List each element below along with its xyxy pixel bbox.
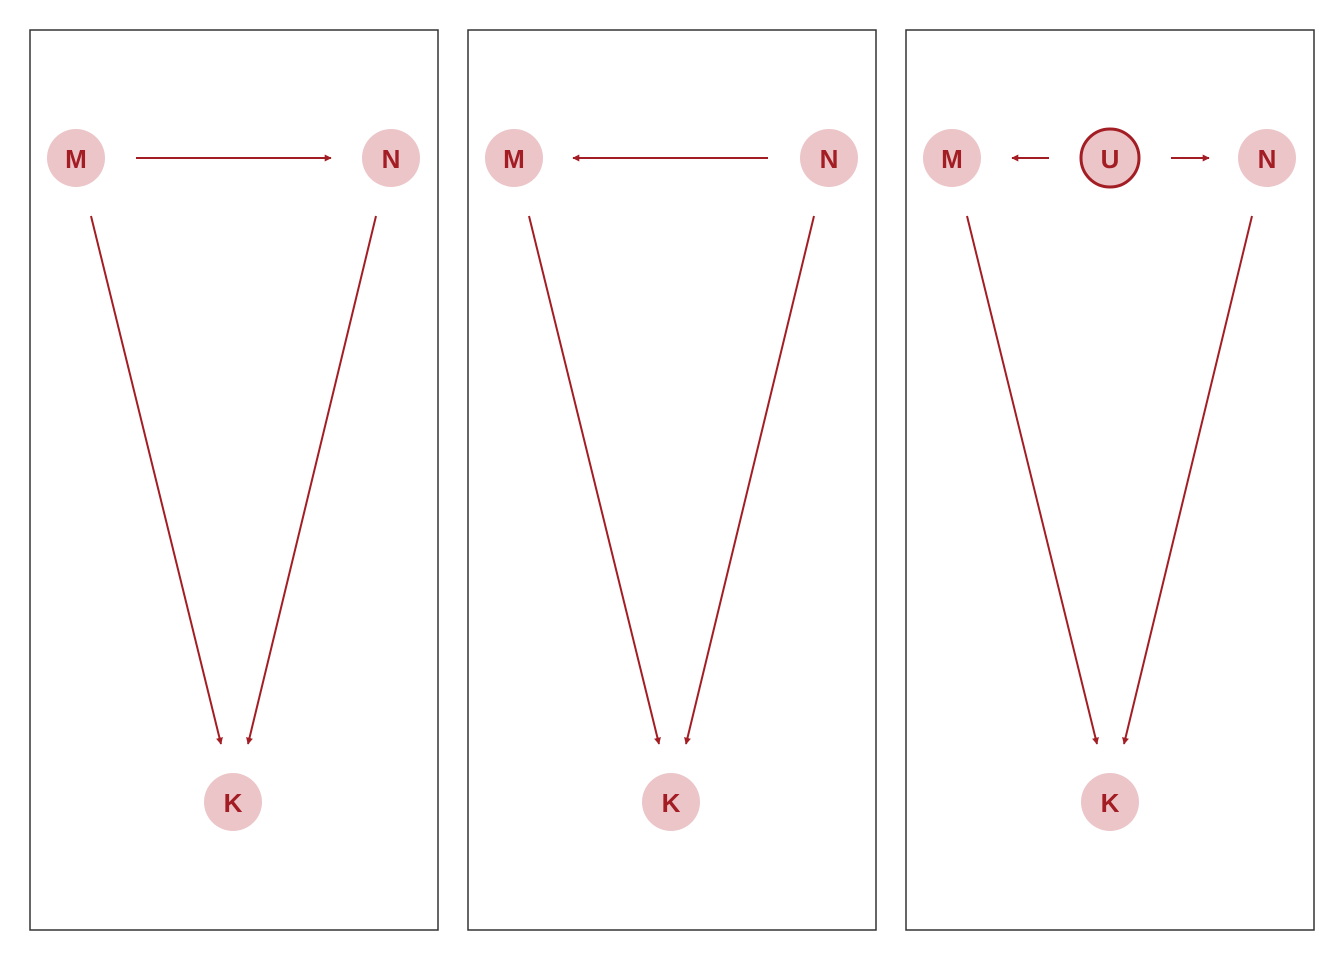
- edge-n-to-k: [246, 215, 377, 745]
- panel-2: M N K: [467, 29, 877, 931]
- node-k-label: K: [224, 788, 243, 818]
- node-m-circle: [485, 129, 543, 187]
- node-k: K: [642, 773, 700, 831]
- node-k-circle: [642, 773, 700, 831]
- node-n: N: [362, 129, 420, 187]
- node-k-circle: [1081, 773, 1139, 831]
- node-m-label: M: [941, 144, 963, 174]
- node-m: M: [47, 129, 105, 187]
- node-m-circle: [47, 129, 105, 187]
- edge-n-to-k: [684, 215, 815, 745]
- node-m-label: M: [65, 144, 87, 174]
- node-n-circle: [1238, 129, 1296, 187]
- node-k-label: K: [662, 788, 681, 818]
- node-n: N: [1238, 129, 1296, 187]
- node-n: N: [800, 129, 858, 187]
- node-m-circle: [923, 129, 981, 187]
- edge-m-to-k: [90, 215, 223, 745]
- node-k-circle: [204, 773, 262, 831]
- node-n-circle: [800, 129, 858, 187]
- node-u-label: U: [1101, 144, 1120, 174]
- node-m: M: [923, 129, 981, 187]
- node-m: M: [485, 129, 543, 187]
- node-k-label: K: [1101, 788, 1120, 818]
- node-n-label: N: [820, 144, 839, 174]
- node-n-label: N: [382, 144, 401, 174]
- node-n-label: N: [1258, 144, 1277, 174]
- node-m-label: M: [503, 144, 525, 174]
- panel-1: M N K: [29, 29, 439, 931]
- node-n-circle: [362, 129, 420, 187]
- edge-m-to-k: [528, 215, 661, 745]
- panel-3: M U N K: [905, 29, 1315, 931]
- node-k: K: [204, 773, 262, 831]
- edge-n-to-k: [1122, 215, 1253, 745]
- node-u: U: [1079, 127, 1141, 189]
- node-k: K: [1081, 773, 1139, 831]
- node-u-circle: [1079, 127, 1141, 189]
- edge-m-to-k: [966, 215, 1099, 745]
